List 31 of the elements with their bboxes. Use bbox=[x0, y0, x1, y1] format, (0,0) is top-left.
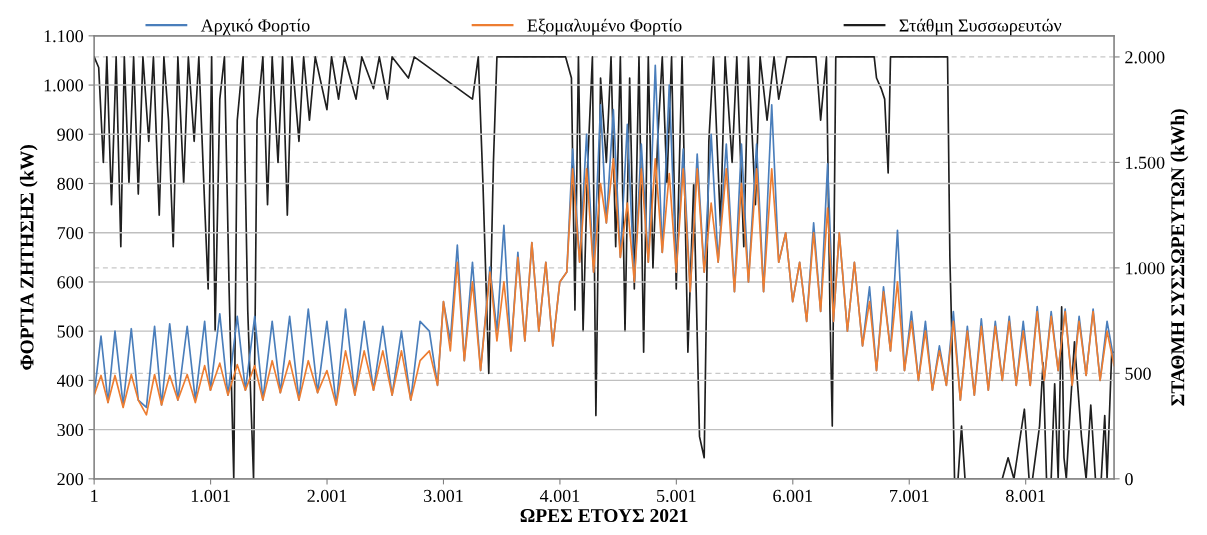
x-tick-label: 6.001 bbox=[773, 489, 813, 503]
y-tick-label: 600 bbox=[57, 276, 84, 289]
x-tick-label: 7.001 bbox=[890, 489, 929, 503]
x-tick-label: 2.001 bbox=[307, 489, 347, 503]
y2-tick-label: 1.000 bbox=[1126, 262, 1165, 275]
x-tick-label: 1 bbox=[91, 489, 98, 502]
y2-tick-label: 2.000 bbox=[1125, 51, 1165, 64]
x-tick-label: 3.001 bbox=[424, 489, 463, 503]
y-tick-label: 800 bbox=[57, 177, 84, 190]
y-tick-label: 1.000 bbox=[44, 79, 84, 92]
y-tick-label: 700 bbox=[57, 226, 84, 240]
legend-label: Αρχικό Φορτίο bbox=[200, 18, 310, 36]
y2-tick-label: 0 bbox=[1125, 473, 1133, 486]
y-axis-title: ΦΟΡΤΙΑ ΖΗΤΗΣΗΣ (kW) bbox=[19, 145, 38, 370]
y-tick-label: 500 bbox=[57, 325, 84, 338]
y2-axis-title: ΣΤΑΘΜΗ ΣΥΣΣΩΡΕΥΤΩΝ (kWh) bbox=[1170, 109, 1189, 406]
y-tick-label: 200 bbox=[57, 473, 84, 486]
line-series bbox=[94, 158, 1115, 416]
legend-label: Εξομαλυμένο Φορτίο bbox=[527, 18, 682, 36]
y-tick-label: 300 bbox=[57, 423, 84, 437]
x-tick-label: 4.001 bbox=[539, 489, 580, 503]
x-axis-title: ΩΡΕΣ ΕΤΟΥΣ 2021 bbox=[520, 508, 688, 523]
x-tick-label: 1.001 bbox=[191, 489, 230, 503]
x-tick-label: 5.001 bbox=[657, 489, 696, 503]
y-tick-label: 400 bbox=[57, 374, 84, 387]
legend-label: Στάθμη Συσσωρευτών bbox=[899, 18, 1062, 36]
y-tick-label: 900 bbox=[57, 128, 84, 141]
x-tick-label: 8.001 bbox=[1006, 489, 1045, 503]
y2-tick-label: 1.500 bbox=[1126, 156, 1165, 169]
y2-tick-label: 500 bbox=[1125, 367, 1151, 380]
y-tick-label: 1.100 bbox=[44, 30, 84, 43]
